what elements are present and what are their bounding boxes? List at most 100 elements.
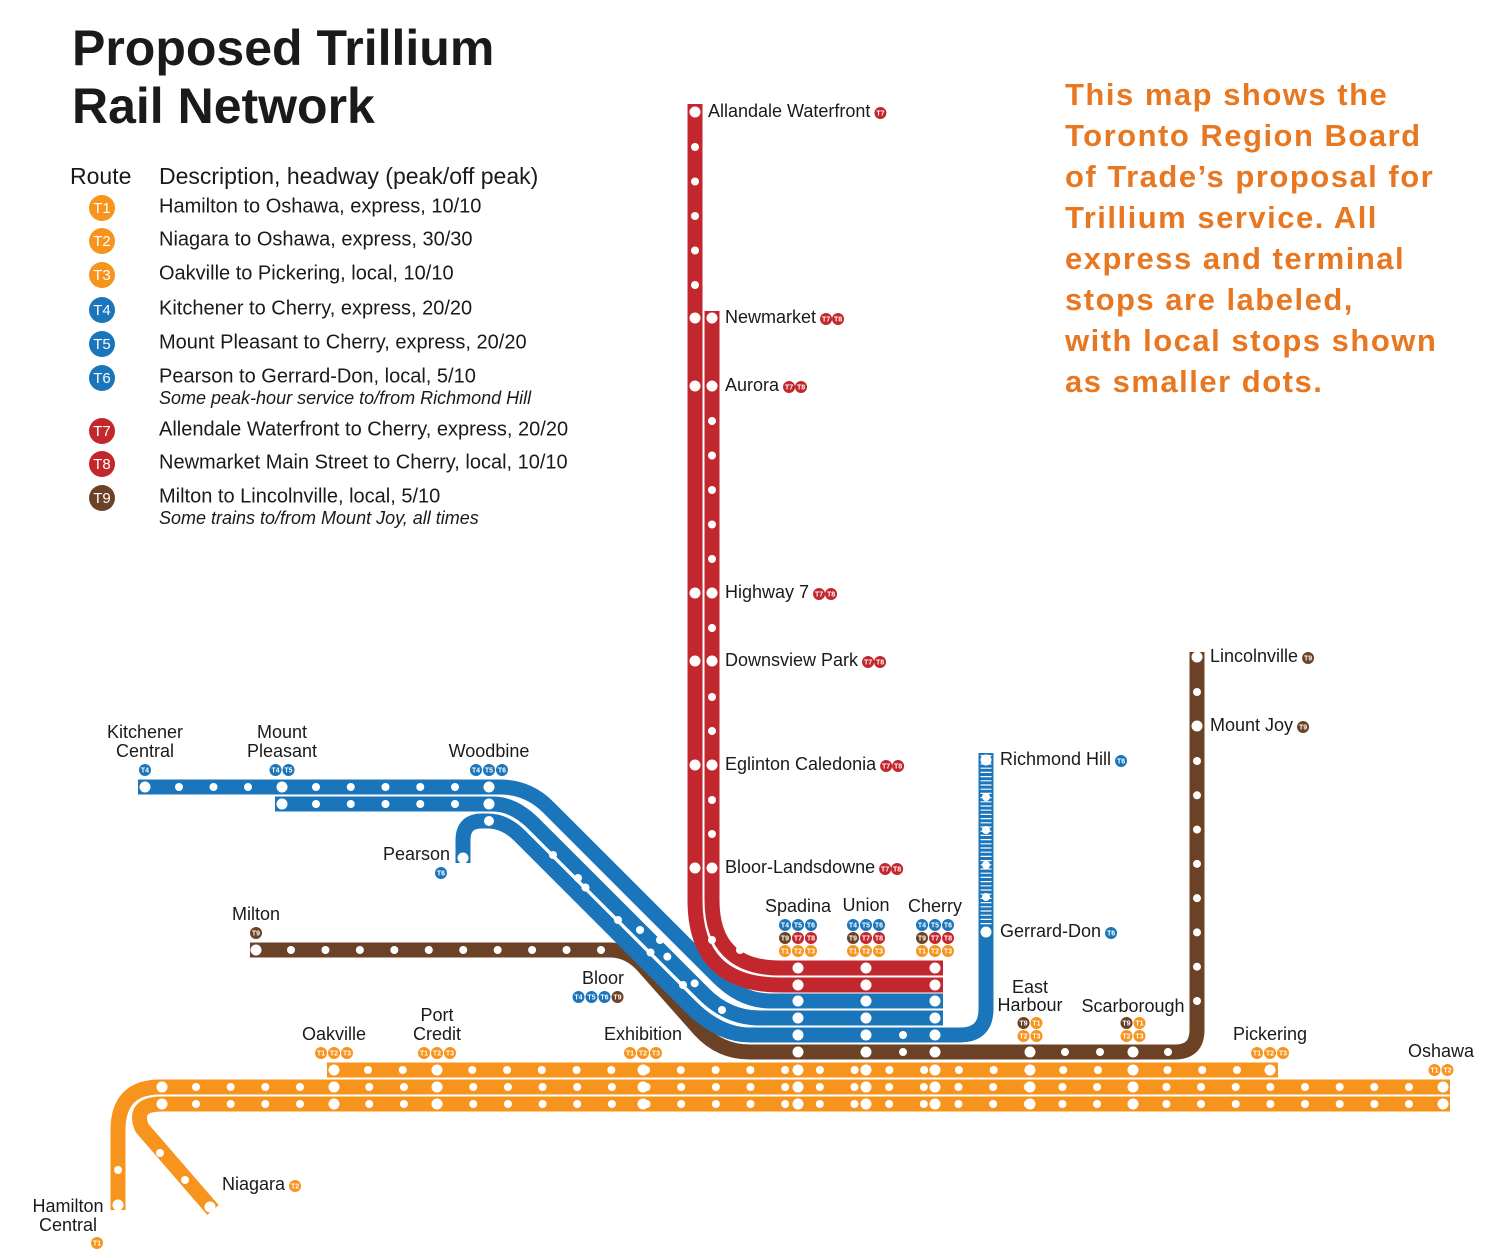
stop-dot xyxy=(156,1149,164,1157)
route-description: Milton to Lincolnville, local, 5/10 xyxy=(159,485,440,507)
stop-dot xyxy=(226,1083,235,1091)
stop-dot xyxy=(1093,1066,1102,1074)
route-badge xyxy=(892,760,905,772)
stop-dot xyxy=(711,1083,720,1091)
stop-dot xyxy=(364,1066,372,1074)
route-badge xyxy=(269,764,282,776)
route-id: T5 xyxy=(862,922,870,929)
route-badge xyxy=(792,932,804,944)
station-name: Richmond Hill xyxy=(1000,749,1111,769)
route-badge xyxy=(328,1047,340,1059)
stop-dot xyxy=(1127,1064,1139,1076)
route-id: T8 xyxy=(797,384,805,391)
route-description: Newmarket Main Street to Cherry, local, … xyxy=(159,451,568,473)
stop-dot xyxy=(860,1081,872,1093)
route-id: T8 xyxy=(944,935,952,942)
route-id: T6 xyxy=(807,922,815,929)
route-id: T9 xyxy=(1304,655,1312,662)
stop-dot xyxy=(711,1100,720,1108)
route-id: T2 xyxy=(1443,1067,1451,1074)
route-id: T8 xyxy=(827,591,835,598)
stop-dot xyxy=(483,781,495,793)
stop-dot xyxy=(711,1066,720,1074)
station-name: Union xyxy=(842,895,889,915)
stop-dot xyxy=(1093,1100,1102,1108)
route-badge xyxy=(1441,1064,1454,1076)
route-badge xyxy=(792,919,804,931)
intro-text: Toronto Region Board xyxy=(1065,118,1422,153)
stop-dot xyxy=(431,1098,443,1110)
station-name: Bloor xyxy=(582,968,624,988)
route-id: T6 xyxy=(1107,930,1115,937)
route-id: T9 xyxy=(849,935,857,942)
stop-dot xyxy=(736,946,744,954)
stop-dot xyxy=(920,1066,929,1074)
stop-dot xyxy=(328,1064,340,1076)
stop-dot xyxy=(929,995,941,1007)
stop-dot xyxy=(929,1046,941,1058)
route-badge xyxy=(929,919,941,931)
stop-dot xyxy=(1193,894,1201,903)
stop-dot xyxy=(792,962,804,974)
stop-dot xyxy=(1335,1100,1344,1108)
route-id: T2 xyxy=(931,948,939,955)
track-red xyxy=(704,311,943,976)
station-name: Gerrard-Don xyxy=(1000,921,1101,941)
stop-dot xyxy=(1405,1083,1413,1091)
route-id: T8 xyxy=(876,659,884,666)
route-badge xyxy=(783,381,796,393)
stop-dot xyxy=(746,1100,755,1108)
route-badge xyxy=(89,418,115,444)
stop-dot xyxy=(929,1098,941,1110)
route-badge xyxy=(873,919,885,931)
track-blue xyxy=(138,779,943,1009)
route-badge xyxy=(929,945,941,957)
route-badge xyxy=(1297,721,1310,733)
stop-dot xyxy=(312,783,320,791)
route-id: T8 xyxy=(875,935,883,942)
stop-dot xyxy=(574,874,582,882)
route-id: T5 xyxy=(93,336,111,353)
route-note: Some trains to/from Mount Joy, all times xyxy=(159,508,479,528)
route-id: T3 xyxy=(1032,1033,1040,1040)
stop-dot xyxy=(573,1100,582,1108)
stop-dot xyxy=(431,1064,443,1076)
route-badge xyxy=(1030,1030,1043,1042)
stop-dot xyxy=(156,1081,168,1093)
station-name: Spadina xyxy=(765,896,832,916)
route-badge xyxy=(1277,1047,1289,1059)
stop-dot xyxy=(815,1100,824,1108)
route-description: Pearson to Gerrard-Don, local, 5/10 xyxy=(159,365,476,387)
route-badge xyxy=(89,485,115,511)
stop-dot xyxy=(1024,1098,1036,1110)
route-badge xyxy=(805,919,817,931)
stop-dot xyxy=(607,1066,616,1074)
stop-dot xyxy=(538,1083,547,1091)
stop-dot xyxy=(637,1081,649,1093)
station-name: Eglinton Caledonia xyxy=(725,754,877,774)
route-id: T2 xyxy=(1266,1050,1274,1057)
stop-dot xyxy=(503,1083,512,1091)
route-id: T9 xyxy=(781,935,789,942)
stop-dot xyxy=(708,693,716,701)
stop-dot xyxy=(691,177,699,186)
route-id: T7 xyxy=(864,659,872,666)
stop-dot xyxy=(929,962,941,974)
route-id: T6 xyxy=(93,370,111,387)
route-id: T4 xyxy=(849,922,857,929)
route-badge xyxy=(483,764,495,776)
stop-dot xyxy=(677,1083,686,1091)
stop-dot xyxy=(1061,1048,1069,1056)
route-badge xyxy=(779,919,791,931)
route-id: T7 xyxy=(931,935,939,942)
route-badge xyxy=(89,331,115,357)
route-badge xyxy=(891,863,904,875)
stop-dot xyxy=(399,1083,408,1091)
stop-dot xyxy=(691,281,699,289)
stop-dot xyxy=(483,798,495,810)
stop-dot xyxy=(929,1029,941,1041)
route-id: T6 xyxy=(498,767,506,774)
route-id: T7 xyxy=(785,384,793,391)
route-id: T9 xyxy=(918,935,926,942)
